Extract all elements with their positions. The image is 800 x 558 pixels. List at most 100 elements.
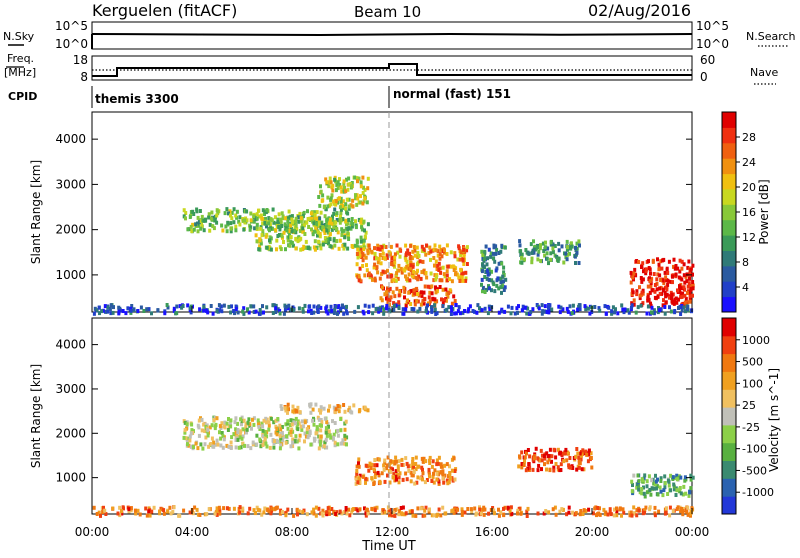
velocity-data-cell-5	[312, 511, 316, 516]
power-data-cell-2	[329, 180, 333, 185]
power-data-cell-6	[518, 239, 522, 244]
velocity-data-cell-5	[120, 511, 124, 516]
power-data-cell-3	[460, 274, 464, 279]
power-data-cell-8	[274, 310, 278, 314]
power-data-cell-8	[219, 304, 223, 309]
velocity-data-cell-0	[305, 430, 309, 435]
velocity-data-cell-4	[682, 484, 686, 489]
velocity-data-cell-4	[654, 473, 657, 478]
power-data-cell-3	[416, 260, 420, 265]
power-data-cell-8	[540, 303, 544, 308]
power-data-cell-4	[385, 296, 388, 301]
velocity-data-cell-4	[658, 485, 662, 490]
velocity-data-cell-4	[672, 482, 676, 487]
power-data-cell-0	[227, 211, 230, 216]
velocity-data-cell-5	[437, 507, 441, 512]
velocity-data-cell-0	[189, 444, 193, 449]
velocity-data-cell-2	[372, 467, 376, 472]
velocity-data-cell-0	[234, 438, 238, 442]
power-data-cell-3	[367, 271, 371, 276]
power-data-cell-7	[679, 291, 683, 296]
velocity-data-cell-5	[560, 507, 564, 512]
power-data-cell-2	[344, 189, 348, 194]
velocity-data-cell-5	[516, 508, 520, 513]
power-data-cell-8	[202, 304, 206, 309]
velocity-data-cell-4	[640, 487, 644, 491]
power-data-cell-1	[302, 244, 306, 249]
velocity-data-cell-4	[642, 485, 645, 490]
power-data-cell-4	[443, 298, 446, 303]
power-data-cell-8	[124, 311, 128, 316]
velocity-data-cell-4	[679, 475, 683, 480]
power-data-cell-3	[405, 264, 409, 269]
power-data-cell-3	[435, 275, 438, 280]
velocity-data-cell-0	[286, 419, 290, 424]
power-data-cell-1	[334, 220, 338, 225]
power-data-cell-8	[614, 307, 617, 312]
velocity-data-cell-0	[260, 421, 264, 426]
power-data-cell-7	[688, 297, 692, 302]
velocity-colorbar-tick-label: -25	[742, 421, 760, 434]
power-data-cell-8	[476, 303, 480, 308]
velocity-data-cell-5	[542, 511, 546, 516]
velocity-data-cell-5	[398, 509, 402, 514]
velocity-data-cell-3	[561, 451, 564, 456]
velocity-data-cell-4	[669, 488, 673, 493]
velocity-data-cell-2	[423, 480, 427, 485]
velocity-data-cell-5	[628, 510, 632, 515]
power-data-cell-8	[252, 304, 256, 309]
power-data-cell-1	[318, 243, 322, 248]
velocity-data-cell-4	[631, 483, 634, 487]
power-colorbar-swatch	[722, 173, 736, 190]
velocity-data-cell-0	[306, 435, 310, 440]
power-data-cell-1	[346, 234, 350, 239]
power-data-cell-8	[603, 304, 607, 309]
velocity-data-cell-2	[389, 466, 393, 471]
velocity-data-cell-5	[613, 507, 616, 512]
velocity-data-cell-3	[523, 455, 527, 460]
velocity-data-cell-0	[262, 440, 266, 445]
power-data-cell-7	[671, 274, 674, 279]
velocity-data-cell-3	[576, 451, 580, 456]
velocity-data-cell-0	[333, 440, 337, 445]
velocity-data-cell-0	[255, 433, 259, 438]
power-data-cell-8	[336, 305, 340, 310]
power-data-cell-1	[257, 247, 261, 252]
velocity-data-cell-0	[229, 440, 233, 445]
velocity-data-cell-0	[196, 423, 200, 428]
power-data-cell-6	[557, 248, 561, 253]
power-data-cell-6	[529, 242, 533, 247]
power-data-cell-3	[361, 258, 365, 263]
power-data-cell-8	[233, 311, 236, 316]
velocity-data-cell-1	[348, 405, 352, 410]
power-data-cell-0	[211, 224, 215, 229]
power-data-cell-6	[547, 261, 550, 266]
power-data-cell-7	[648, 276, 651, 281]
power-data-cell-1	[335, 239, 339, 243]
velocity-data-cell-0	[256, 418, 260, 423]
power-data-cell-5	[503, 285, 507, 290]
power-data-cell-4	[389, 295, 393, 300]
velocity-data-cell-3	[536, 456, 540, 461]
power-data-cell-2	[325, 180, 329, 185]
power-data-cell-8	[92, 311, 96, 316]
power-data-cell-0	[209, 216, 213, 221]
velocity-data-cell-5	[470, 509, 474, 514]
power-data-cell-3	[429, 249, 433, 254]
power-data-cell-8	[327, 309, 331, 314]
velocity-data-cell-5	[681, 508, 685, 513]
power-data-cell-5	[495, 283, 499, 288]
power-data-cell-2	[355, 202, 359, 207]
power-data-cell-4	[380, 298, 384, 303]
power-data-cell-3	[417, 274, 421, 279]
velocity-data-cell-5	[222, 506, 226, 511]
velocity-data-cell-0	[251, 417, 254, 422]
velocity-data-cell-5	[347, 507, 351, 512]
power-data-cell-6	[524, 248, 528, 252]
power-data-cell-0	[202, 228, 206, 233]
power-data-cell-4	[422, 290, 426, 295]
power-data-cell-4	[431, 297, 435, 302]
power-data-cell-8	[397, 306, 401, 310]
power-data-cell-2	[356, 196, 360, 201]
power-data-cell-0	[230, 216, 234, 221]
